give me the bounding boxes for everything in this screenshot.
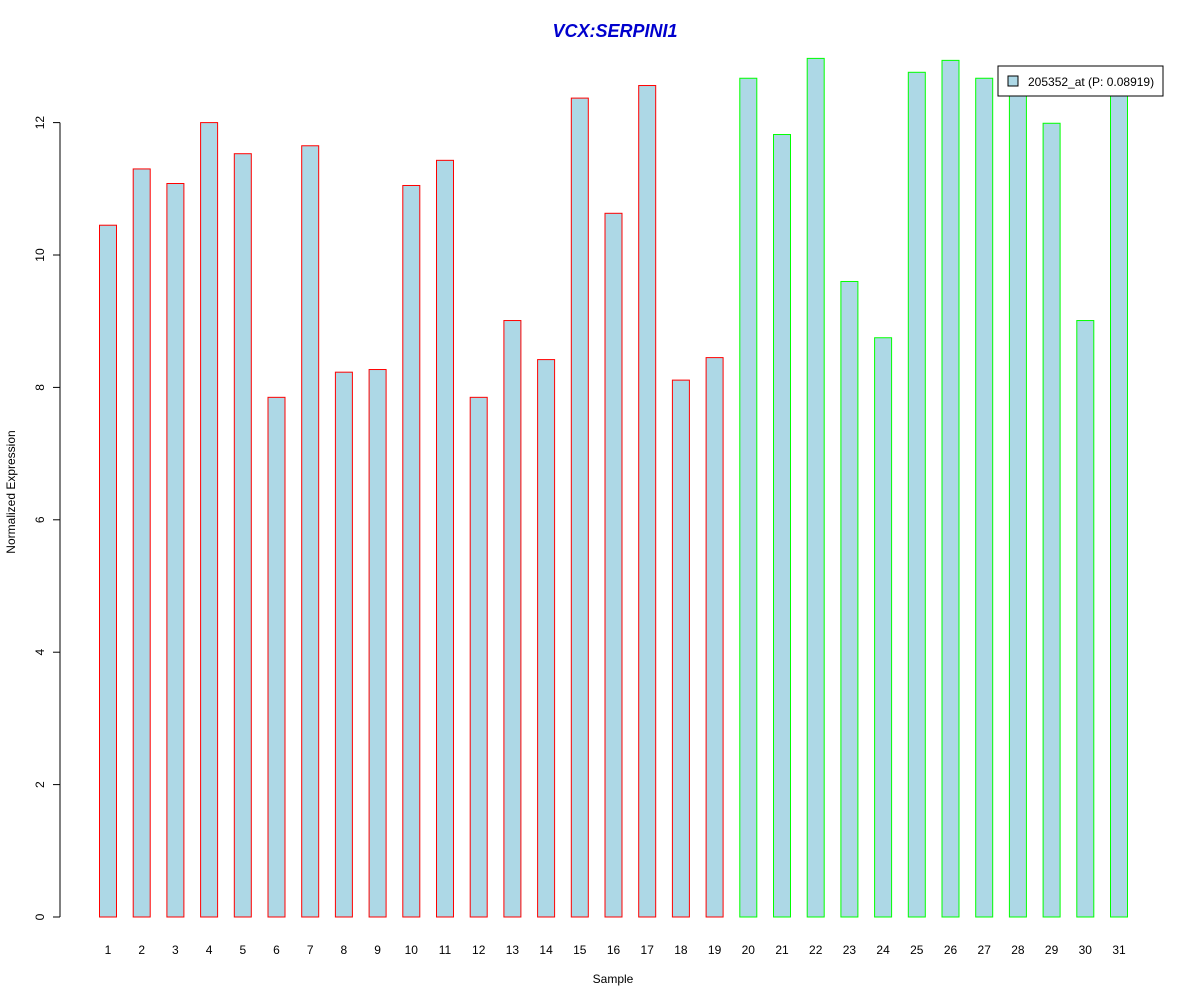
x-tick-label: 20 [742,943,756,957]
y-tick-label: 6 [33,516,47,523]
x-tick-label: 27 [978,943,992,957]
y-tick-label: 2 [33,781,47,788]
x-tick-label: 30 [1079,943,1093,957]
x-tick-label: 6 [273,943,280,957]
chart-title: VCX:SERPINI1 [552,21,677,41]
x-tick-label: 5 [239,943,246,957]
x-tick-label: 26 [944,943,958,957]
y-tick-label: 10 [33,248,47,262]
x-tick-label: 19 [708,943,722,957]
bar-sample-3 [166,183,185,918]
x-tick-label: 22 [809,943,823,957]
bar-sample-6 [267,396,286,918]
bar-sample-10 [402,184,421,918]
bar-sample-11 [436,159,454,918]
x-tick-label: 2 [138,943,145,957]
bar-sample-30 [1076,320,1095,918]
x-tick-label: 13 [506,943,520,957]
x-tick-label: 17 [641,943,655,957]
x-tick-label: 24 [876,943,890,957]
x-tick-label: 15 [573,943,587,957]
legend-label: 205352_at (P: 0.08919) [1028,75,1154,89]
x-tick-label: 3 [172,943,179,957]
bar-sample-13 [503,320,522,918]
x-tick-label: 4 [206,943,213,957]
x-tick-label: 9 [374,943,381,957]
bar-sample-21 [773,134,791,918]
bar-sample-29 [1042,122,1061,918]
legend-box [997,65,1164,97]
bar-sample-7 [301,145,320,918]
x-tick-label: 1 [105,943,112,957]
x-tick-label: 7 [307,943,314,957]
bar-sample-8 [334,371,353,918]
bar-sample-20 [739,77,758,918]
x-axis-label: Sample [593,972,634,986]
y-axis: 0 2 4 6 8 10 12 [33,116,61,920]
x-tick-label: 25 [910,943,924,957]
bar-sample-24 [874,337,893,918]
bar-sample-9 [368,369,387,918]
x-tick-label: 18 [674,943,688,957]
bar-sample-23 [840,280,859,918]
bar-sample-15 [570,97,589,918]
x-tick-label: 16 [607,943,621,957]
bar-sample-27 [975,77,994,918]
bar-sample-14 [537,359,556,918]
x-axis-tick-labels: 1 2 3 4 5 6 7 8 9 10 11 12 13 14 15 16 17 18 19 20 21 22 23 24 2… [105,943,1126,957]
y-tick-label: 12 [33,116,47,130]
bar-sample-19 [705,357,724,918]
x-tick-label: 23 [843,943,857,957]
y-tick-label: 4 [33,649,47,656]
legend-swatch [1007,75,1019,87]
x-tick-label: 28 [1011,943,1025,957]
x-tick-label: 10 [405,943,419,957]
bar-sample-18 [671,379,690,918]
bars [99,57,1128,918]
bar-sample-31 [1110,89,1128,918]
y-tick-label: 0 [33,913,47,920]
x-tick-label: 12 [472,943,486,957]
bar-sample-1 [99,224,117,918]
bar-sample-5 [233,153,252,918]
x-tick-label: 31 [1112,943,1126,957]
bar-sample-17 [638,85,657,918]
bar-sample-12 [469,396,488,918]
x-tick-label: 29 [1045,943,1059,957]
x-tick-label: 21 [775,943,789,957]
bar-sample-2 [132,168,151,918]
bar-sample-22 [806,57,825,918]
y-axis-label: Normalized Expression [4,430,18,553]
x-tick-label: 11 [439,943,452,957]
bar-sample-16 [604,212,623,918]
bar-sample-28 [1008,89,1027,918]
y-tick-label: 8 [33,384,47,391]
x-tick-label: 8 [341,943,348,957]
legend: 205352_at (P: 0.08919) [997,65,1164,97]
x-tick-label: 14 [539,943,553,957]
bar-sample-26 [941,59,960,918]
bar-sample-25 [907,71,926,918]
bar-sample-4 [200,122,219,918]
